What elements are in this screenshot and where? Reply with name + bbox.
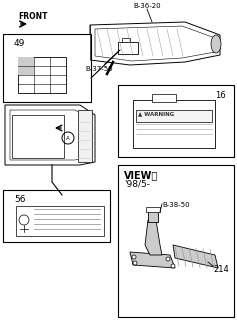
Circle shape [171,264,175,268]
Polygon shape [145,220,162,255]
Bar [12,115,64,158]
Bar [148,210,158,222]
Text: B-36-20: B-36-20 [133,3,161,9]
Bar [118,85,234,157]
Circle shape [166,257,170,261]
Bar [136,110,212,122]
Text: 214: 214 [213,265,229,274]
Bar [18,57,66,93]
Bar [18,57,34,66]
Text: VIEWⒶ: VIEWⒶ [124,170,158,180]
Bar [146,207,160,212]
Bar [18,66,34,75]
Circle shape [133,261,137,265]
Text: A: A [66,135,70,140]
Bar [78,110,92,162]
Bar [152,94,176,102]
Ellipse shape [211,35,221,53]
Bar [16,206,104,236]
Circle shape [132,255,136,259]
Text: 49: 49 [14,39,25,48]
Text: 56: 56 [14,195,26,204]
Bar [133,100,215,148]
Bar [118,42,138,54]
Polygon shape [173,245,218,268]
Text: B-37-50: B-37-50 [85,66,113,72]
Bar [118,165,234,317]
Bar [122,38,130,42]
Polygon shape [130,252,175,268]
Bar [3,190,110,242]
Text: '98/5-: '98/5- [124,179,150,188]
Text: FRONT: FRONT [18,12,47,21]
Text: ▲ WARNING: ▲ WARNING [138,111,174,116]
Text: 16: 16 [215,91,226,100]
Text: B-38-50: B-38-50 [162,202,190,208]
Bar [3,34,91,102]
